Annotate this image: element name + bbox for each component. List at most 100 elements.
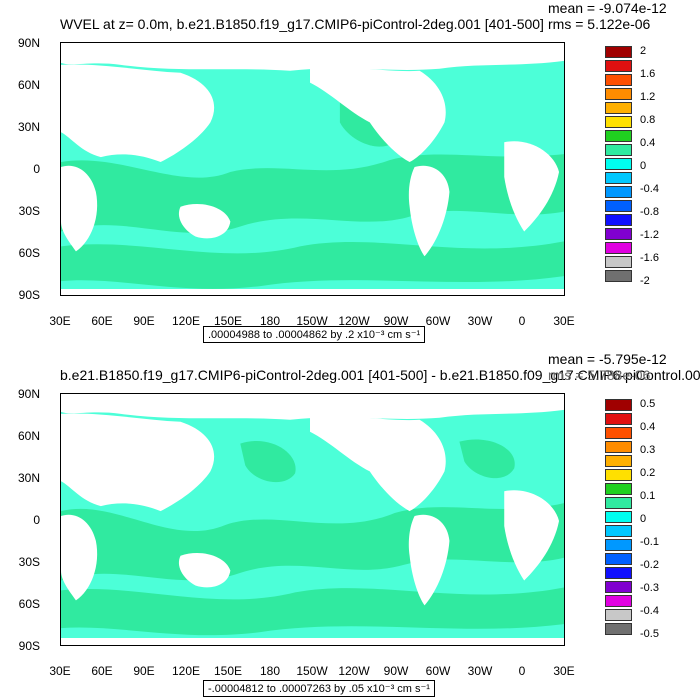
- legend-swatch: [605, 200, 632, 212]
- north-america-land: [310, 67, 446, 163]
- panel-top: WVEL at z= 0.0m, b.e21.B1850.f19_g17.CMI…: [17, 0, 667, 343]
- rms-value: rms = 5.788e-06: [548, 367, 651, 383]
- legend-label: 0.5: [640, 398, 656, 410]
- legend-swatch: [605, 102, 632, 114]
- lon-label: 150E: [213, 664, 243, 678]
- world-map: [61, 43, 564, 295]
- lon-label: 30W: [467, 664, 493, 678]
- legend-swatch: [605, 116, 632, 128]
- lon-label: 90E: [133, 314, 155, 328]
- lat-label: 0: [33, 162, 40, 176]
- legend-swatch: [605, 609, 632, 621]
- arctic-land: [61, 394, 564, 420]
- lon-label: 90W: [383, 664, 409, 678]
- legend-swatch: [605, 74, 632, 86]
- legend-swatch: [605, 144, 632, 156]
- legend-label: 0: [640, 160, 647, 172]
- lat-label: 30S: [18, 555, 40, 569]
- australia-land: [178, 203, 231, 239]
- southern-band: [61, 241, 564, 289]
- africa-east-land: [504, 141, 560, 232]
- map-plot: [60, 393, 565, 646]
- legend-label: -2: [640, 275, 650, 287]
- legend-swatch: [605, 88, 632, 100]
- lon-label: 60W: [425, 314, 451, 328]
- arctic-land: [61, 43, 564, 71]
- lon-label: 30E: [553, 314, 575, 328]
- map-plot: [60, 42, 565, 296]
- legend-swatch: [605, 441, 632, 453]
- lon-label: 60W: [425, 664, 451, 678]
- legend-swatch: [605, 158, 632, 170]
- legend-swatch: [605, 413, 632, 425]
- antarctica-land: [61, 638, 564, 645]
- legend-swatch: [605, 511, 632, 523]
- panel-bottom: b.e21.B1850.f19_g17.CMIP6-piControl-2deg…: [0, 350, 700, 700]
- africa-land: [61, 165, 98, 252]
- lon-label: 30E: [49, 314, 71, 328]
- lat-label: 90N: [17, 36, 40, 50]
- lon-label: 150E: [213, 314, 243, 328]
- lon-label: 120W: [338, 314, 370, 328]
- lon-label: 150W: [296, 664, 328, 678]
- lon-label: 0: [518, 664, 526, 678]
- legend-label: 0.1: [640, 490, 656, 502]
- legend-label: -0.2: [640, 559, 659, 571]
- legend-swatch: [605, 46, 632, 58]
- contour-info-box: .00004988 to .00004862 by .2 x10⁻³ cm s⁻…: [203, 326, 426, 343]
- antarctica-land: [61, 289, 564, 295]
- lon-label: 60E: [91, 664, 113, 678]
- legend-swatch: [605, 497, 632, 509]
- australia-land: [178, 553, 231, 588]
- legend-label: -0.4: [640, 605, 659, 617]
- legend-swatch: [605, 399, 632, 411]
- lat-label: 30N: [17, 471, 40, 485]
- legend-swatch: [605, 455, 632, 467]
- legend-label: -0.4: [640, 183, 659, 195]
- lon-label: 30E: [553, 664, 575, 678]
- legend-swatch: [605, 242, 632, 254]
- eurasia-land: [61, 413, 215, 512]
- mean-value: mean = -5.795e-12: [548, 351, 667, 367]
- lat-label: 0: [33, 513, 40, 527]
- lat-label: 90N: [17, 387, 40, 401]
- lon-label: 90W: [383, 314, 409, 328]
- lon-label: 120W: [338, 664, 370, 678]
- legend-swatch: [605, 228, 632, 240]
- legend-label: 1.2: [640, 91, 656, 103]
- africa-land: [61, 514, 98, 601]
- north-atlantic-patch: [459, 439, 515, 479]
- legend-swatch: [605, 595, 632, 607]
- lon-label: 150W: [296, 314, 328, 328]
- legend-label: 0.4: [640, 137, 656, 149]
- south-america-land: [408, 514, 450, 606]
- legend-label: 2: [640, 45, 647, 57]
- lat-label: 90S: [18, 639, 40, 653]
- legend-swatch: [605, 60, 632, 72]
- lon-label: 180: [259, 314, 281, 328]
- legend-label: -0.8: [640, 206, 659, 218]
- mean-value: mean = -9.074e-12: [548, 0, 667, 16]
- legend-swatch: [605, 539, 632, 551]
- lon-label: 30W: [467, 314, 493, 328]
- legend-label: 0.4: [640, 421, 656, 433]
- rms-value: rms = 5.122e-06: [548, 16, 651, 32]
- lat-label: 60S: [18, 246, 40, 260]
- lat-label: 60S: [18, 597, 40, 611]
- legend-swatch: [605, 270, 632, 282]
- north-pacific-patch: [240, 440, 296, 483]
- legend-swatch: [605, 623, 632, 635]
- lat-label: 60N: [17, 78, 40, 92]
- legend-label: 0.8: [640, 114, 656, 126]
- legend-swatch: [605, 581, 632, 593]
- southern-band: [61, 587, 564, 636]
- legend-label: -1.6: [640, 252, 659, 264]
- lon-label: 0: [518, 314, 526, 328]
- legend-label: 0.2: [640, 467, 656, 479]
- lon-label: 90E: [133, 664, 155, 678]
- contour-info-box: -.00004812 to .00007263 by .05 x10⁻³ cm …: [203, 680, 435, 697]
- world-map: [61, 394, 564, 645]
- lat-label: 90S: [18, 288, 40, 302]
- legend-swatch: [605, 427, 632, 439]
- legend-swatch: [605, 256, 632, 268]
